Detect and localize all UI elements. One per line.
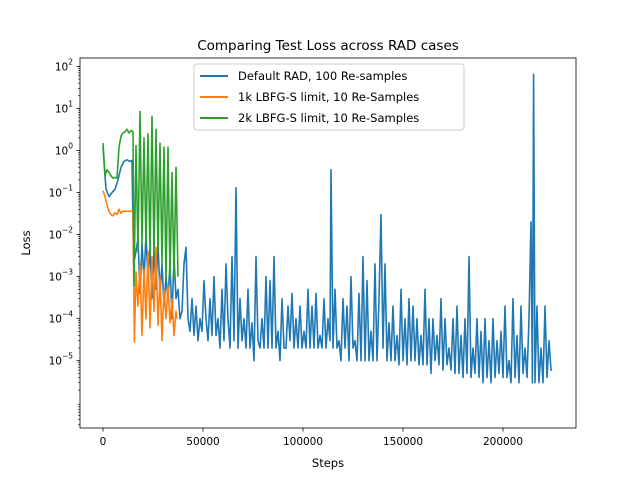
y-tick-label: 10−4 (49, 310, 74, 326)
y-tick-label: 10−3 (49, 268, 74, 284)
legend-label-1k-lbfgs: 1k LBFG-S limit, 10 Re-Samples (238, 90, 419, 104)
legend-frame (193, 63, 465, 131)
series-line-2 (102, 110, 179, 287)
y-tick-label: 10−5 (49, 352, 74, 368)
legend-label-default-rad: Default RAD, 100 Re-samples (238, 69, 407, 83)
y-axis-ticks: 10−5 10−4 10−3 10−2 10−1 100 101 102 (49, 57, 80, 426)
y-tick-label: 101 (55, 99, 73, 115)
y-tick-label: 10−1 (49, 184, 74, 200)
x-tick-label: 200000 (483, 436, 523, 448)
y-tick-label: 102 (55, 57, 73, 73)
legend: Default RAD, 100 Re-samples 1k LBFG-S li… (193, 63, 465, 131)
x-axis-ticks: 0 50000 100000 150000 200000 (100, 428, 523, 448)
y-axis-label: Loss (19, 230, 33, 255)
y-tick-label: 100 (55, 142, 73, 158)
plot-frame (79, 57, 577, 429)
x-axis-label: Steps (312, 456, 344, 470)
series-line-0 (102, 73, 552, 384)
x-tick-label: 50000 (186, 436, 219, 448)
legend-label-2k-lbfgs: 2k LBFG-S limit, 10 Re-Samples (238, 111, 419, 125)
x-tick-label: 100000 (283, 436, 323, 448)
series-line-1 (102, 190, 178, 343)
x-tick-label: 0 (100, 436, 107, 448)
y-tick-label: 10−2 (49, 226, 74, 242)
series-layer (102, 73, 552, 384)
chart-title: Comparing Test Loss across RAD cases (197, 38, 459, 54)
x-tick-label: 150000 (383, 436, 423, 448)
